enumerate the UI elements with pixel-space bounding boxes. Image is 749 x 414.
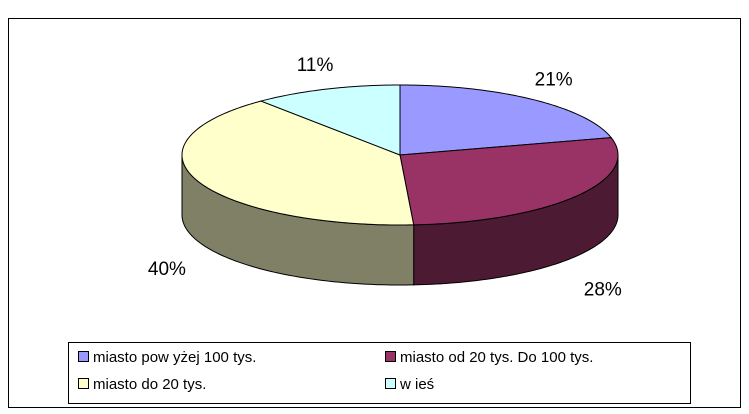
legend-swatch (385, 351, 396, 362)
data-label: 21% (535, 69, 573, 90)
legend-swatch (78, 378, 89, 389)
legend-swatch (385, 378, 396, 389)
pie-slice (259, 84, 401, 156)
legend-label: miasto od 20 tys. Do 100 tys. (400, 349, 593, 366)
legend-swatch (78, 351, 89, 362)
data-label: 28% (584, 280, 622, 301)
legend-label: w ieś (399, 376, 434, 393)
data-label: 11% (297, 55, 334, 76)
data-label: 40% (148, 259, 186, 280)
pie-slice (399, 137, 619, 226)
legend-box (68, 342, 691, 404)
pie-slice (399, 84, 613, 156)
legend-label: miasto do 20 tys. (93, 376, 206, 393)
legend-label: miasto pow yżej 100 tys. (93, 349, 256, 366)
pie-slice (181, 100, 415, 226)
